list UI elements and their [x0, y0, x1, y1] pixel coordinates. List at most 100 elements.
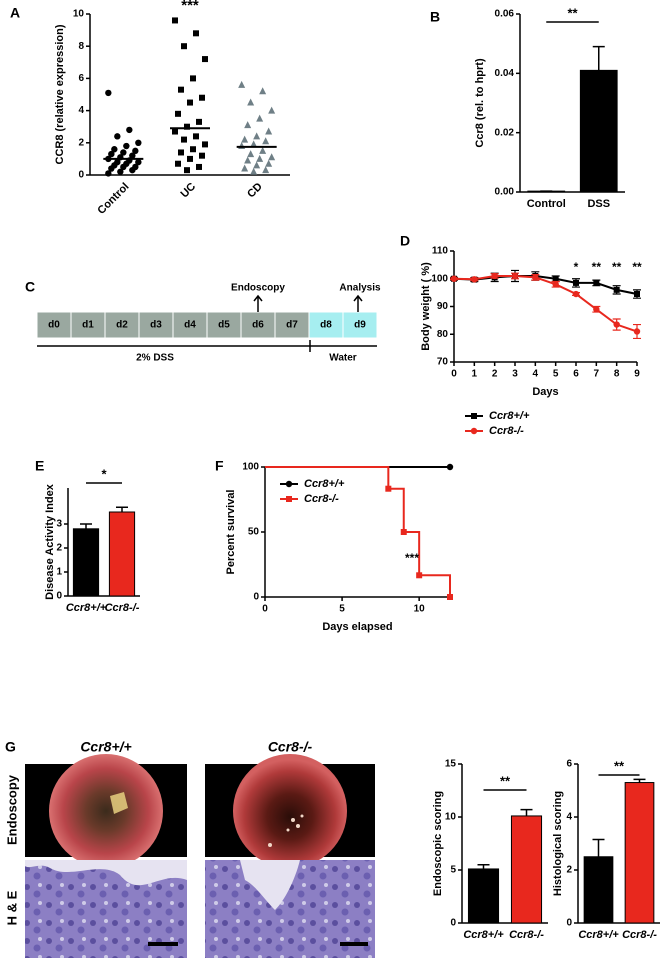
day-box [172, 311, 208, 339]
marker [613, 286, 620, 293]
y-axis-label: Disease Activity Index [44, 483, 56, 600]
day-box [240, 311, 276, 339]
marker [265, 159, 273, 167]
marker [593, 279, 600, 286]
y-tick-label: 1 [56, 567, 62, 578]
x-tick-label: 6 [573, 369, 579, 380]
error-bar [80, 523, 92, 529]
x-tick-label: 3 [512, 369, 518, 380]
x-tick-label: Ccr8-/- [509, 929, 544, 941]
marker [471, 413, 477, 419]
marker [114, 133, 121, 140]
error-bar [592, 838, 605, 857]
y-axis-label: Body weight ( %) [420, 262, 432, 351]
marker [247, 98, 255, 106]
marker [181, 136, 187, 143]
phase-label: Water [329, 353, 357, 364]
marker [470, 427, 478, 435]
marker [447, 594, 453, 600]
y-tick-label: 10 [73, 9, 85, 20]
x-axis-label: Days elapsed [322, 621, 392, 633]
he-lumen [25, 860, 187, 886]
marker [135, 139, 142, 146]
y-tick-label: 0.02 [495, 127, 515, 138]
marker [262, 166, 270, 174]
marker [187, 155, 193, 162]
significance-label: ** [612, 260, 622, 274]
marker [175, 110, 181, 117]
bar [72, 528, 100, 597]
x-tick-label: 2 [492, 369, 498, 380]
marker [253, 132, 261, 140]
marker [244, 121, 252, 129]
significance-label: *** [181, 0, 199, 14]
marker [446, 463, 454, 471]
y-axis-label: Histological scoring [552, 791, 564, 896]
panel-label: E [35, 458, 44, 474]
error-bar [592, 45, 605, 71]
marker [634, 291, 640, 298]
marker [532, 274, 539, 281]
day-box [274, 311, 310, 339]
marker [126, 126, 133, 134]
significance-label: ** [632, 260, 642, 274]
marker [416, 572, 423, 579]
marker [117, 168, 124, 175]
marker [129, 166, 136, 174]
marker [108, 150, 115, 158]
marker [199, 152, 205, 159]
marker [238, 80, 246, 88]
marker [593, 306, 600, 313]
panel-label: D [400, 233, 410, 249]
event-arrow [253, 294, 263, 312]
day-label: d8 [320, 320, 332, 331]
marker [400, 529, 407, 535]
row-label: H & E [4, 890, 19, 925]
marker [135, 158, 142, 166]
x-tick-label: CD [245, 181, 265, 201]
marker [247, 150, 255, 158]
day-label: d5 [218, 320, 230, 331]
y-tick-label: 90 [437, 301, 449, 312]
x-tick-label: 4 [533, 369, 539, 380]
marker [105, 89, 112, 97]
y-tick-label: 0 [450, 918, 456, 929]
marker [172, 128, 178, 135]
y-tick-label: 0 [78, 170, 84, 181]
y-tick-label: 15 [445, 759, 457, 770]
column-title: Ccr8+/+ [80, 739, 131, 755]
marker [552, 275, 559, 282]
marker [129, 152, 136, 159]
marker [268, 106, 276, 114]
panel-label: G [5, 739, 16, 755]
day-box [70, 311, 106, 339]
marker [262, 137, 270, 145]
x-tick-label: 5 [339, 604, 345, 615]
panel-label: A [10, 5, 20, 21]
error-bar [633, 778, 646, 783]
bar [467, 868, 500, 924]
x-tick-label: 5 [553, 369, 559, 380]
day-label: d6 [252, 320, 264, 331]
y-tick-label: 0 [566, 918, 572, 929]
day-label: d4 [184, 320, 196, 331]
row-label: Endoscopy [4, 774, 19, 845]
y-tick-label: 0 [253, 592, 259, 603]
bar [510, 815, 543, 924]
endoscopy-reflection [110, 792, 128, 814]
y-tick-label: 4 [566, 812, 572, 823]
y-tick-label: 5 [450, 865, 456, 876]
marker [178, 86, 184, 93]
day-box [104, 311, 140, 339]
legend-label: Ccr8+/+ [489, 410, 530, 422]
event-label: Endoscopy [231, 283, 285, 294]
day-box [342, 311, 378, 339]
marker [633, 328, 641, 335]
day-boxes: d0 d1 d2 d3 d4 d5 d6 d7 d8 d9 [36, 311, 378, 339]
y-tick-label: 70 [437, 357, 449, 368]
significance-label: ** [592, 260, 602, 274]
endoscopy-reflection [268, 814, 304, 847]
marker [111, 146, 118, 153]
y-tick-label: 80 [437, 329, 449, 340]
marker [184, 123, 190, 130]
